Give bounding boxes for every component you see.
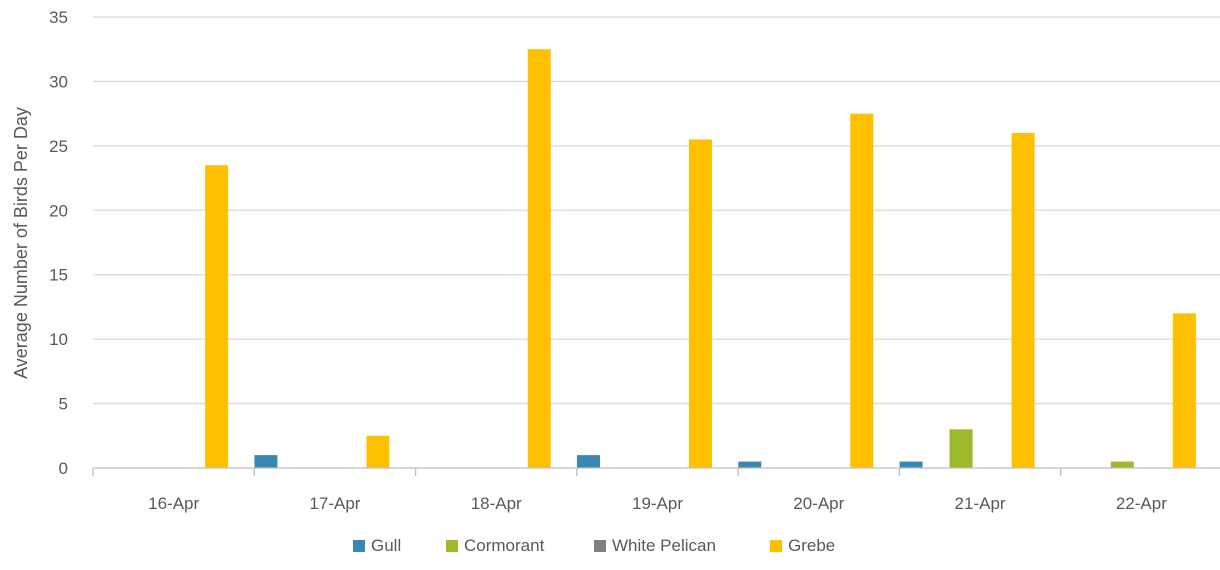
x-tick-label: 20-Apr xyxy=(793,494,844,513)
axes: 0 5 10 15 20 25 30 35 16-Apr 17-Apr 18-Apr 19-Apr 20… xyxy=(49,8,1220,513)
x-tick-label: 18-Apr xyxy=(471,494,522,513)
bar-grebe-21-apr xyxy=(1011,132,1035,468)
legend-swatch xyxy=(353,540,365,552)
y-tick-label: 10 xyxy=(49,330,68,349)
y-tick-label: 5 xyxy=(59,395,68,414)
legend-swatch xyxy=(770,540,782,552)
bar-grebe-22-apr xyxy=(1172,313,1196,468)
x-tick-label: 21-Apr xyxy=(955,494,1006,513)
x-tick-label: 22-Apr xyxy=(1116,494,1167,513)
y-tick-label: 30 xyxy=(49,72,68,91)
legend-label: Cormorant xyxy=(464,536,545,555)
legend-label: White Pelican xyxy=(612,536,716,555)
x-tick-label: 19-Apr xyxy=(632,494,683,513)
y-tick-label: 35 xyxy=(49,8,68,27)
legend-swatch xyxy=(446,540,458,552)
legend-label: Gull xyxy=(371,536,401,555)
y-tick-label: 15 xyxy=(49,266,68,285)
bars xyxy=(205,49,1196,469)
bar-gull-17-apr xyxy=(254,455,278,468)
bar-grebe-20-apr xyxy=(850,113,874,469)
bar-grebe-19-apr xyxy=(689,139,712,468)
bar-grebe-17-apr xyxy=(366,435,390,468)
gridlines xyxy=(93,16,1220,405)
x-tick-label: 16-Apr xyxy=(148,494,199,513)
y-tick-label: 25 xyxy=(49,137,68,156)
legend-label: Grebe xyxy=(788,536,835,555)
bar-gull-19-apr xyxy=(577,455,600,468)
bar-gull-21-apr xyxy=(899,461,923,468)
y-tick-label: 20 xyxy=(49,201,68,220)
y-axis-title: Average Number of Birds Per Day xyxy=(11,107,31,379)
bar-grebe-18-apr xyxy=(527,49,551,468)
legend: Gull Cormorant White Pelican Grebe xyxy=(353,536,835,555)
bar-gull-20-apr xyxy=(738,461,762,468)
bar-grebe-16-apr xyxy=(205,165,229,468)
legend-swatch xyxy=(594,540,606,552)
bar-cormorant-22-apr xyxy=(1110,461,1134,468)
bar-cormorant-21-apr xyxy=(949,429,973,468)
x-tick-label: 17-Apr xyxy=(309,494,360,513)
y-tick-label: 0 xyxy=(59,459,68,478)
